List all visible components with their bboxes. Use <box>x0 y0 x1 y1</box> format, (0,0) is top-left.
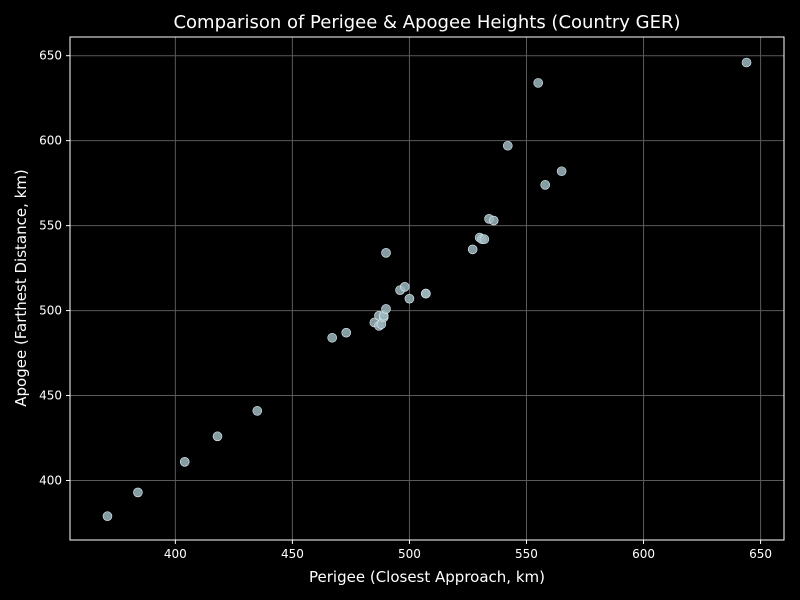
y-tick-label: 400 <box>39 474 62 488</box>
grid-lines <box>70 37 784 540</box>
y-tick-label: 550 <box>39 219 62 233</box>
scatter-point <box>381 304 391 314</box>
scatter-point <box>399 282 410 292</box>
scatter-point <box>467 244 478 255</box>
x-tick-label: 400 <box>164 547 187 561</box>
y-axis-label: Apogee (Farthest Distance, km) <box>12 169 30 407</box>
x-tick-label: 550 <box>515 547 538 561</box>
data-points <box>102 57 752 522</box>
x-tick-label: 500 <box>398 547 421 561</box>
y-tick-label: 500 <box>39 304 62 318</box>
scatter-point <box>556 166 567 177</box>
x-tick-label: 450 <box>281 547 304 561</box>
scatter-point <box>404 293 415 304</box>
scatter-point <box>327 332 337 343</box>
scatter-point <box>421 288 431 299</box>
scatter-point <box>540 180 551 190</box>
scatter-point <box>502 140 513 151</box>
y-axis-ticks: 400 450 500 550 600 650 <box>39 49 70 488</box>
scatter-point <box>479 234 490 245</box>
scatter-point <box>179 457 190 467</box>
scatter-point <box>741 57 752 68</box>
x-axis-ticks: 400 450 500 550 600 650 <box>164 540 772 561</box>
scatter-point <box>212 431 223 442</box>
scatter-point <box>252 406 263 416</box>
scatter-point <box>341 327 352 338</box>
scatter-point <box>133 487 143 498</box>
x-tick-label: 650 <box>749 547 772 561</box>
scatter-point <box>533 78 543 88</box>
y-tick-label: 600 <box>39 134 62 148</box>
x-axis-label: Perigee (Closest Approach, km) <box>309 568 545 586</box>
y-tick-label: 650 <box>39 49 62 63</box>
scatter-point <box>381 248 391 258</box>
chart-title: Comparison of Perigee & Apogee Heights (… <box>173 12 680 33</box>
x-tick-label: 600 <box>632 547 655 561</box>
y-tick-label: 450 <box>39 389 62 403</box>
plot-frame <box>69 36 785 541</box>
scatter-point <box>102 511 113 522</box>
scatter-point <box>488 215 499 226</box>
